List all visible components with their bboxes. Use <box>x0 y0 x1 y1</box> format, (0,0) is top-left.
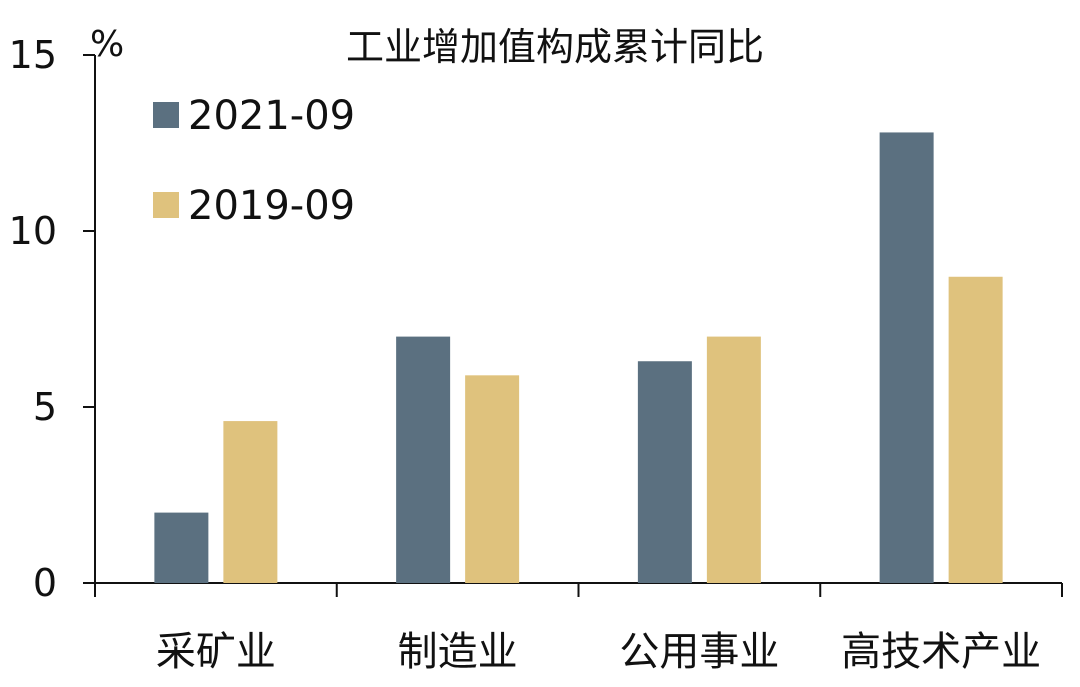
y-tick-label: 10 <box>9 209 57 253</box>
bar <box>223 421 278 583</box>
bar <box>154 512 209 583</box>
ticks: 0 5 10 15 采矿业 制造业 公用事业 高技术产业 <box>9 33 1063 675</box>
legend-label: 2021-09 <box>188 93 355 139</box>
legend-swatch <box>153 192 179 218</box>
y-tick-label: 0 <box>33 561 57 605</box>
bar <box>948 276 1003 583</box>
x-category-label: 采矿业 <box>156 629 276 675</box>
legend-label: 2019-09 <box>188 183 355 229</box>
bar <box>706 336 761 583</box>
bar <box>879 132 934 583</box>
y-tick-label: 15 <box>9 33 57 77</box>
chart-title: 工业增加值构成累计同比 <box>346 25 764 69</box>
x-category-label: 制造业 <box>398 629 518 675</box>
bar <box>396 336 451 583</box>
x-category-label: 高技术产业 <box>841 629 1041 675</box>
bar <box>637 361 692 583</box>
x-category-label: 公用事业 <box>619 629 779 675</box>
legend-swatch <box>153 102 179 128</box>
bar <box>465 375 520 583</box>
y-tick-label: 5 <box>33 385 57 429</box>
bars <box>154 132 1003 583</box>
y-axis-unit-label: % <box>90 24 124 65</box>
legend: 2021-09 2019-09 <box>153 93 355 229</box>
